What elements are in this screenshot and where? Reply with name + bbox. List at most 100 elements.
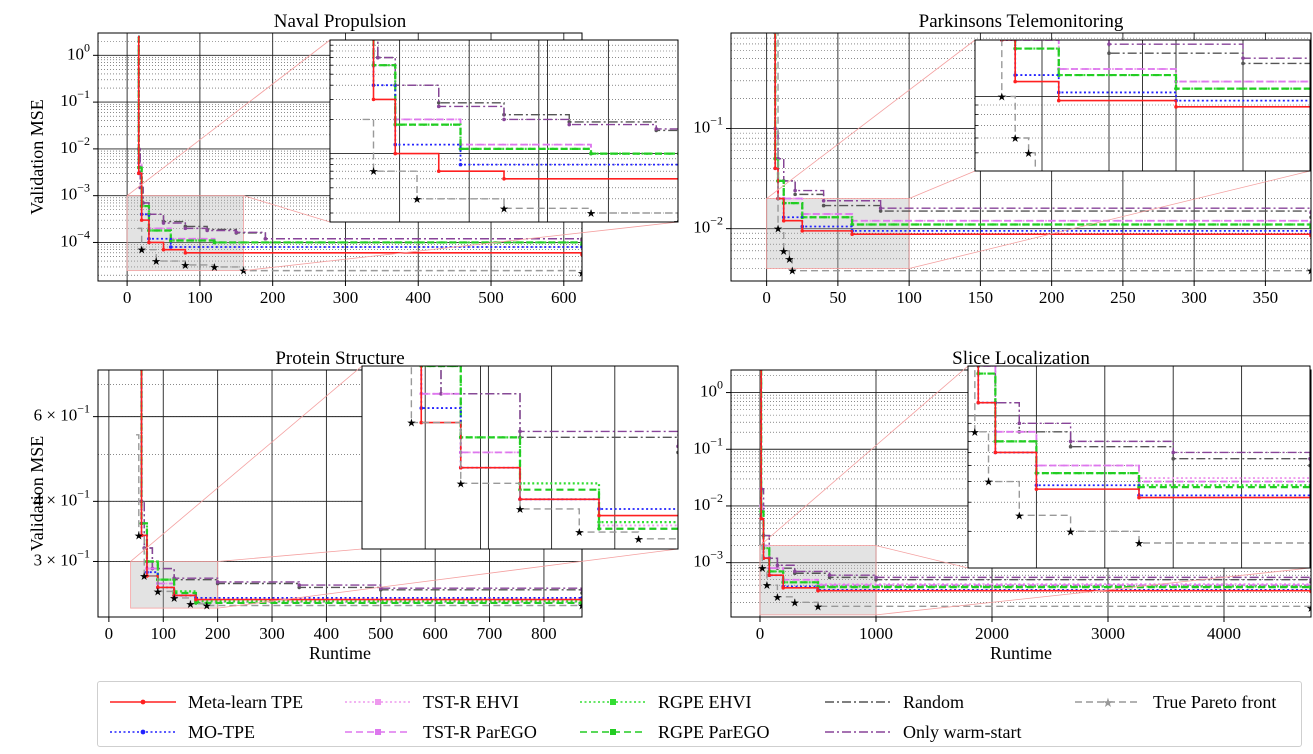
x-tick-label: 400 — [314, 624, 340, 643]
inset-point-marker — [976, 335, 980, 339]
inset-point-marker — [1000, 5, 1004, 9]
inset-point-marker: ★ — [1134, 538, 1144, 550]
inset-point-marker — [970, 199, 974, 203]
inset-point-marker: ★ — [586, 208, 596, 220]
inset-point-marker — [1034, 487, 1039, 491]
chart-panel-3: ★★★ ★ ★ ★0 1000 2000 3000 400010010−110−210−3Sl… — [693, 199, 1312, 663]
x-tick-label: 100 — [896, 288, 922, 307]
inset-frame — [967, 365, 1311, 569]
inset-point-marker — [1000, 5, 1004, 9]
y-tick-label: 10−3 — [60, 180, 90, 203]
point-marker — [183, 226, 188, 231]
zoom-connector — [875, 567, 1311, 616]
chart-panel-1: ★★★★ ★0 50 100 150 200 250 300 35010−110−2Parkin… — [693, 5, 1313, 307]
inset-point-marker — [970, 199, 974, 203]
inset-point-marker: ★ — [387, 258, 397, 270]
x-tick-label: 250 — [1110, 288, 1136, 307]
x-tick-label: 300 — [333, 288, 359, 307]
inset-point-marker — [436, 101, 441, 105]
legend-item-true-pareto-front: ★ True Pareto front — [1073, 690, 1276, 714]
point-marker: ★ — [180, 260, 190, 272]
point-marker: ★ — [773, 224, 783, 236]
inset-point-marker: ★ — [634, 534, 644, 546]
inset-point-marker — [419, 420, 424, 425]
chart-panel-0: ★ ★ ★ ★ ★ ★ 0 100 200 300 400 500 600 100 10−1 10−2 10−3… — [27, 11, 745, 307]
x-tick-label: 0 — [762, 288, 771, 307]
inset-point-marker — [502, 117, 506, 122]
point-marker: ★ — [779, 246, 789, 258]
point-marker — [156, 585, 160, 590]
legend-item-mo-tpe: MO-TPE — [108, 720, 255, 744]
point-marker — [212, 240, 217, 245]
zoom-connector — [759, 365, 969, 546]
legend-swatch — [825, 701, 891, 703]
inset-point-marker — [741, 143, 745, 147]
inset-point-marker — [1107, 51, 1111, 56]
point-marker: ★ — [1306, 266, 1313, 278]
point-marker — [775, 563, 780, 568]
zoom-connector — [126, 39, 331, 196]
inset-point-marker: ★ — [984, 477, 994, 489]
inset-point-marker — [518, 429, 522, 434]
inset-point-marker — [371, 97, 376, 102]
point-marker — [773, 166, 777, 171]
inset-point-marker — [976, 335, 980, 339]
inset-point-marker — [376, 55, 380, 60]
inset-frame — [329, 39, 679, 223]
x-tick-label: 3000 — [1091, 624, 1125, 643]
x-tick-label: 200 — [260, 288, 286, 307]
point-marker — [147, 240, 151, 245]
point-marker — [263, 236, 268, 241]
point-marker — [781, 218, 786, 223]
inset-point-marker — [567, 120, 572, 124]
x-tick-label: 800 — [531, 624, 557, 643]
point-marker: ★ — [186, 599, 196, 611]
point-marker — [827, 573, 832, 578]
point-marker — [759, 516, 763, 521]
y-tick-label: 10−2 — [693, 491, 723, 514]
inset-point-marker — [976, 400, 981, 405]
inset-point-marker — [436, 104, 441, 109]
inset-point-marker — [597, 520, 601, 524]
inset-point-marker — [1174, 105, 1178, 109]
svg-text:★: ★ — [1102, 695, 1114, 710]
legend-label: Only warm-start — [903, 721, 1022, 742]
zoom-connector — [243, 221, 679, 272]
point-marker: ★ — [169, 593, 179, 605]
inset-point-marker — [502, 177, 506, 181]
legend-swatch — [345, 729, 411, 735]
point-marker — [793, 569, 797, 574]
inset-point-marker — [1107, 42, 1111, 46]
x-tick-label: 0 — [756, 624, 765, 643]
legend-swatch — [110, 729, 176, 735]
x-tick-label: 0 — [105, 624, 114, 643]
inset-point-marker — [1017, 421, 1022, 426]
y-tick-label: 4 × 10−1 — [34, 486, 90, 509]
inset-point-marker: ★ — [515, 504, 525, 516]
legend-swatch — [580, 729, 646, 735]
inset-series-only-warm-start — [1108, 40, 1310, 59]
point-marker: ★ — [772, 592, 782, 604]
x-tick-label: 200 — [1039, 288, 1065, 307]
point-marker — [139, 218, 144, 222]
y-tick-label: 10−2 — [60, 134, 90, 157]
x-tick-label: 1000 — [859, 624, 893, 643]
legend-item-tst-r-ehvi: TST-R EHVI — [343, 690, 519, 714]
legend-swatch — [580, 699, 646, 705]
x-tick-label: 100 — [187, 288, 213, 307]
point-marker — [793, 188, 797, 193]
x-axis-label: Runtime — [309, 643, 371, 663]
inset-series-random — [1108, 40, 1310, 65]
legend-item-random: Random — [823, 690, 964, 714]
inset-point-marker — [1241, 61, 1245, 66]
inset-point-marker: ★ — [1024, 148, 1034, 160]
inset-point-marker — [1137, 485, 1141, 489]
point-marker: ★ — [139, 571, 149, 583]
point-marker — [800, 229, 805, 233]
point-marker — [821, 203, 826, 208]
inset-point-marker: ★ — [1010, 133, 1020, 145]
point-marker: ★ — [787, 266, 797, 278]
inset-point-marker — [970, 265, 974, 269]
inset-point-marker: ★ — [499, 203, 509, 215]
